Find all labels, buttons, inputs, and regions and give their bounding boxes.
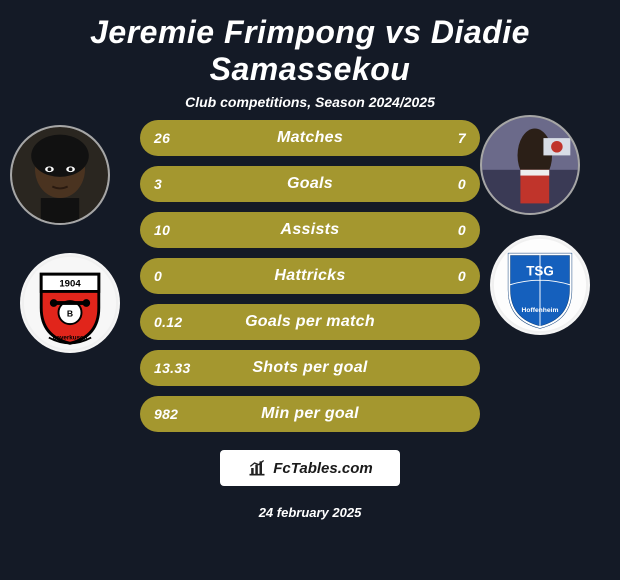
stat-row: 26Matches7 xyxy=(140,120,480,156)
stat-left-value: 13.33 xyxy=(140,360,225,376)
stat-label: Assists xyxy=(225,221,395,239)
site-badge[interactable]: FcTables.com xyxy=(220,450,400,486)
stat-left-value: 0 xyxy=(140,268,225,284)
stat-left-value: 26 xyxy=(140,130,225,146)
stat-row: 0Hattricks0 xyxy=(140,258,480,294)
stat-row: 13.33Shots per goal xyxy=(140,350,480,386)
stat-label: Goals xyxy=(225,175,395,193)
player-right-avatar xyxy=(480,115,580,215)
page-title: Jeremie Frimpong vs Diadie Samassekou xyxy=(0,0,620,88)
site-label: FcTables.com xyxy=(273,460,372,477)
stat-right-value: 0 xyxy=(395,222,480,238)
stat-right-value: 7 xyxy=(395,130,480,146)
club-left-crest: 1904 B Leverkusen xyxy=(20,253,120,353)
stat-row: 3Goals0 xyxy=(140,166,480,202)
photo-icon xyxy=(482,117,578,213)
stat-row: 10Assists0 xyxy=(140,212,480,248)
player-left-avatar xyxy=(10,125,110,225)
club-right-crest: TSG Hoffenheim xyxy=(490,235,590,335)
footer-date: 24 february 2025 xyxy=(0,505,620,520)
stat-right-value: 0 xyxy=(395,176,480,192)
stat-label: Matches xyxy=(225,129,395,147)
svg-text:B: B xyxy=(67,308,73,318)
chart-icon xyxy=(247,458,267,478)
stat-label: Hattricks xyxy=(225,267,395,285)
stat-left-value: 982 xyxy=(140,406,225,422)
comparison-card: Jeremie Frimpong vs Diadie Samassekou Cl… xyxy=(0,0,620,580)
stat-left-value: 10 xyxy=(140,222,225,238)
crest-icon: TSG Hoffenheim xyxy=(492,237,588,333)
stat-label: Shots per goal xyxy=(225,359,395,377)
stat-left-value: 3 xyxy=(140,176,225,192)
stat-right-value: 0 xyxy=(395,268,480,284)
svg-text:Leverkusen: Leverkusen xyxy=(53,334,88,341)
stat-label: Min per goal xyxy=(225,405,395,423)
stat-row: 982Min per goal xyxy=(140,396,480,432)
stat-row: 0.12Goals per match xyxy=(140,304,480,340)
subtitle: Club competitions, Season 2024/2025 xyxy=(0,94,620,110)
svg-text:1904: 1904 xyxy=(59,279,81,290)
stats-list: 26Matches73Goals010Assists00Hattricks00.… xyxy=(140,120,480,432)
svg-text:TSG: TSG xyxy=(526,263,554,278)
stat-label: Goals per match xyxy=(225,313,395,331)
svg-text:Hoffenheim: Hoffenheim xyxy=(522,307,559,314)
crest-icon: 1904 B Leverkusen xyxy=(22,255,118,351)
stat-left-value: 0.12 xyxy=(140,314,225,330)
face-icon xyxy=(12,127,108,223)
